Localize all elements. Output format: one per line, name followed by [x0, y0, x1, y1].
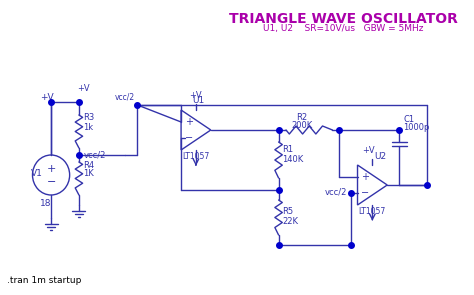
Text: +V: +V: [77, 84, 90, 93]
Text: 1000p: 1000p: [403, 122, 429, 132]
Text: U1, U2    SR=10V/us   GBW = 5MHz: U1, U2 SR=10V/us GBW = 5MHz: [264, 24, 424, 33]
Text: vcc/2: vcc/2: [325, 188, 347, 196]
Text: R3: R3: [82, 114, 94, 122]
Text: .tran 1m startup: .tran 1m startup: [8, 276, 82, 285]
Text: −: −: [361, 188, 369, 198]
Text: LT1057: LT1057: [359, 207, 386, 216]
Text: R2: R2: [296, 114, 307, 122]
Text: LT1057: LT1057: [182, 152, 210, 161]
Text: R5: R5: [283, 207, 293, 217]
Text: vcc/2: vcc/2: [115, 93, 135, 102]
Text: −: −: [185, 133, 193, 143]
Text: 1K: 1K: [82, 170, 93, 178]
Text: 140K: 140K: [283, 155, 303, 165]
Text: 22K: 22K: [283, 217, 298, 225]
Text: U1: U1: [192, 96, 204, 105]
Text: U2: U2: [374, 152, 386, 161]
Text: R4: R4: [82, 160, 94, 170]
Text: +V: +V: [40, 94, 54, 102]
Text: 1k: 1k: [82, 122, 93, 132]
Text: C1: C1: [403, 116, 414, 124]
Text: R1: R1: [283, 145, 293, 155]
Text: V1: V1: [31, 168, 43, 178]
Text: +V: +V: [362, 146, 375, 155]
Text: −: −: [46, 177, 56, 187]
Text: TRIANGLE WAVE OSCILLATOR: TRIANGLE WAVE OSCILLATOR: [229, 12, 458, 26]
Text: 200K: 200K: [291, 120, 312, 130]
Text: vcc/2: vcc/2: [83, 150, 106, 160]
Text: +V: +V: [190, 91, 202, 100]
Text: +: +: [361, 172, 369, 182]
Text: 18: 18: [40, 199, 51, 208]
Text: +: +: [46, 164, 56, 174]
Text: +: +: [185, 117, 193, 127]
